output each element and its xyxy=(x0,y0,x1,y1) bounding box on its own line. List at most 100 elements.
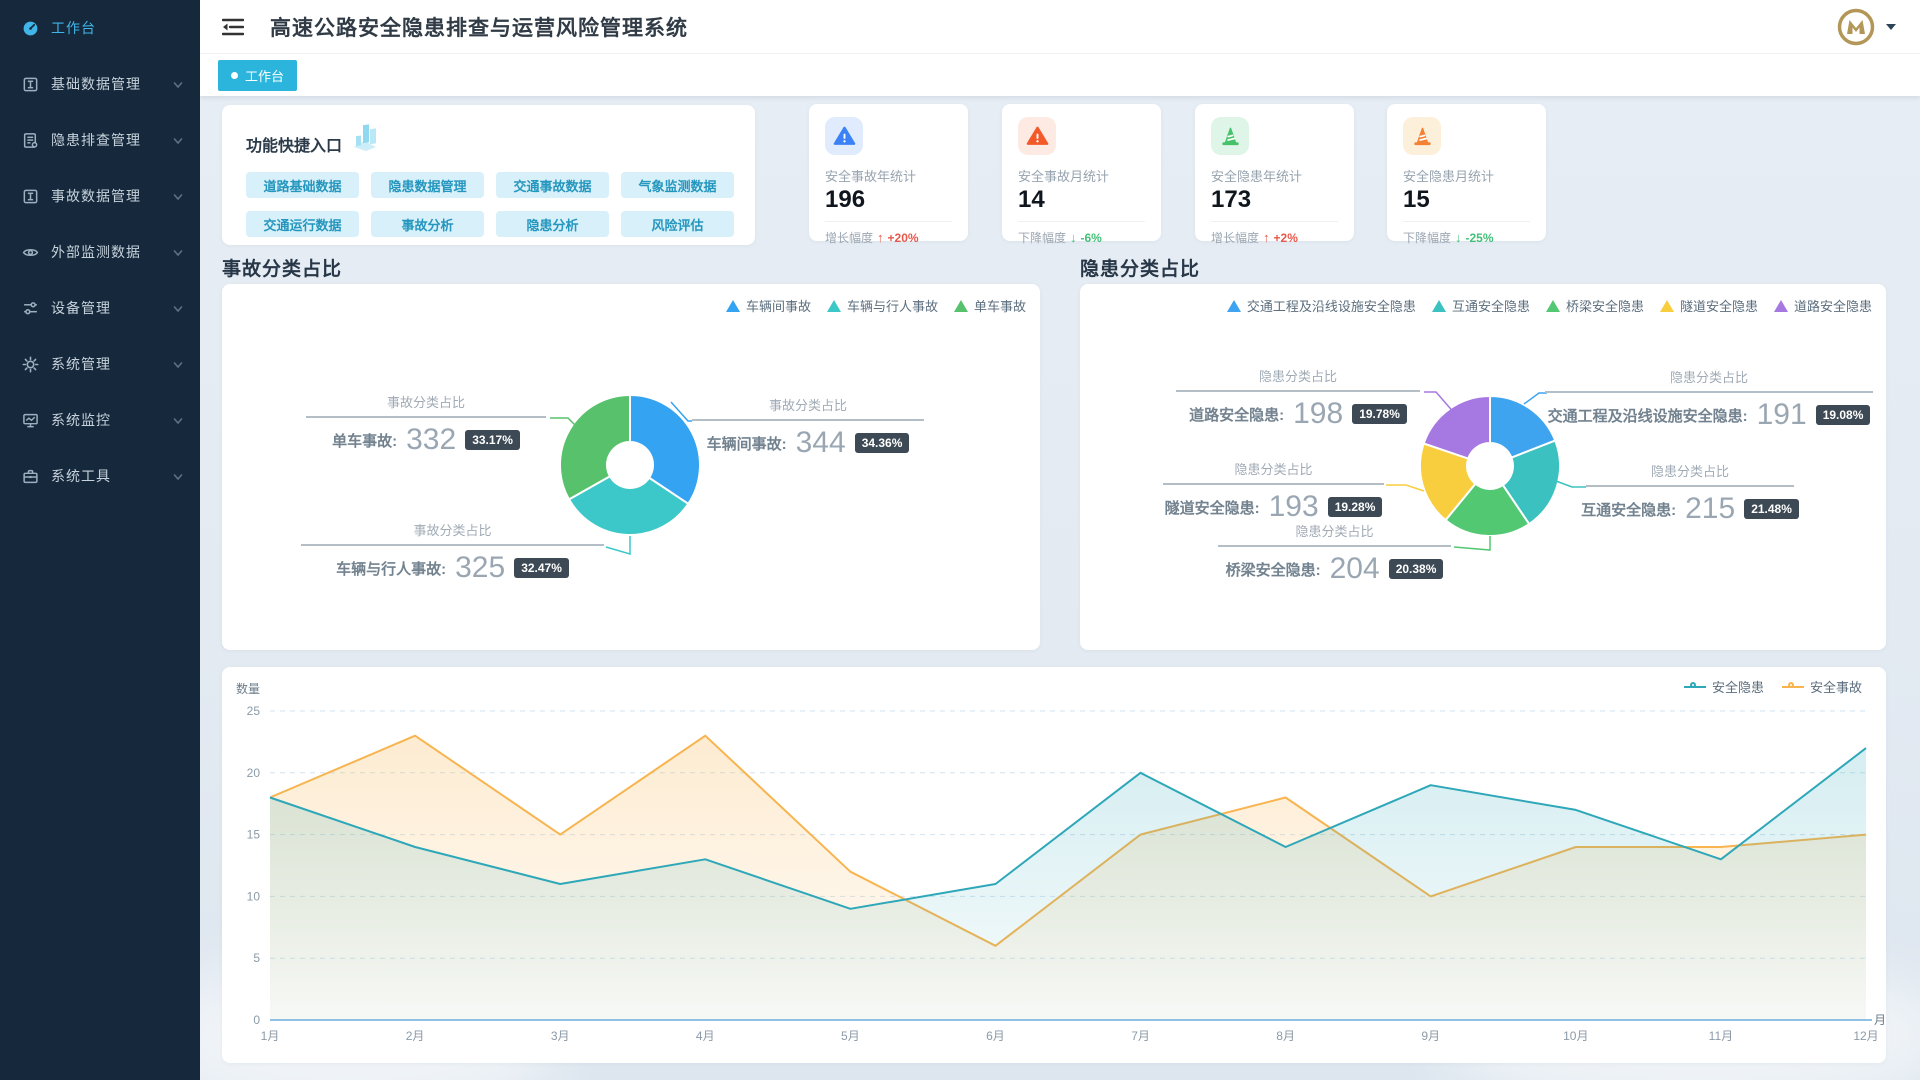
sidebar-item-隐患排查管理[interactable]: 隐患排查管理 xyxy=(0,112,200,168)
callout-percent-badge: 32.47% xyxy=(514,558,569,578)
sidebar-item-事故数据管理[interactable]: 事故数据管理 xyxy=(0,168,200,224)
callout-value: 215 xyxy=(1685,492,1736,525)
callout-value: 191 xyxy=(1756,398,1807,431)
trend-label: 增长幅度 xyxy=(825,231,874,246)
sidebar-item-label: 设备管理 xyxy=(51,300,111,316)
monitor-icon xyxy=(22,412,39,429)
legend-item-互通安全隐患[interactable]: 互通安全隐患 xyxy=(1431,296,1530,315)
sidebar-item-系统工具[interactable]: 系统工具 xyxy=(0,448,200,504)
accident-pie-panel: 车辆间事故车辆与行人事故单车事故事故分类占比单车事故33233.17%事故分类占… xyxy=(222,284,1040,650)
avatar[interactable] xyxy=(1836,7,1876,47)
pie-callout-line xyxy=(1523,392,1547,405)
chevron-down-icon xyxy=(172,134,184,146)
callout-value: 325 xyxy=(455,551,506,584)
pie-callout-line xyxy=(605,536,631,555)
trend-label: 增长幅度 xyxy=(1211,231,1260,246)
stat-trend: 增长幅度 ↑ +2% xyxy=(1211,229,1338,246)
chevron-down-icon[interactable] xyxy=(1886,23,1896,30)
x-tick-label: 1月 xyxy=(261,1029,280,1043)
callout-title: 事故分类占比 xyxy=(306,392,546,418)
x-tick-label: 4月 xyxy=(696,1029,715,1043)
callout-percent-badge: 20.38% xyxy=(1388,559,1444,579)
sidebar-item-系统监控[interactable]: 系统监控 xyxy=(0,392,200,448)
callout-value: 332 xyxy=(406,423,457,456)
warning-triangle-icon xyxy=(1018,117,1056,155)
traffic-cone-icon xyxy=(1403,117,1441,155)
callout-name: 交通工程及沿线设施安全隐患 xyxy=(1548,405,1748,426)
pie-slice-车辆与行人事故[interactable] xyxy=(567,474,690,537)
sidebar-collapse-icon[interactable] xyxy=(221,18,245,36)
chevron-down-icon xyxy=(172,358,184,370)
line-circle-marker-icon xyxy=(1683,681,1706,692)
chevron-down-icon xyxy=(172,414,184,426)
pie-slice-道路安全隐患[interactable] xyxy=(1422,394,1491,460)
sidebar-item-外部监测数据[interactable]: 外部监测数据 xyxy=(0,224,200,280)
sidebar: 工作台基础数据管理 隐患排查管理事故数据管理 外部监测数据设备管理系统管理 系统监控系… xyxy=(0,0,200,1080)
pie-slice-单车事故[interactable] xyxy=(559,393,631,501)
legend-item-道路安全隐患[interactable]: 道路安全隐患 xyxy=(1773,296,1872,315)
sidebar-item-label: 基础数据管理 xyxy=(51,76,141,92)
divider xyxy=(1018,221,1145,223)
quick-button-交通运行数据[interactable]: 交通运行数据 xyxy=(246,211,359,237)
hazard-pie-section-title: 隐患分类占比 xyxy=(1080,259,1201,280)
stat-label: 安全隐患月统计 xyxy=(1403,169,1495,184)
callout-value: 193 xyxy=(1268,490,1319,523)
quick-button-隐患数据管理[interactable]: 隐患数据管理 xyxy=(371,172,484,198)
tab-workbench[interactable]: 工作台 xyxy=(218,59,298,91)
monthly-trend-panel: 安全隐患 安全事故 0 5 10 15 20 25 1月 2月 3月 4月 5月 6月 7月 8月 9月 10月… xyxy=(222,667,1886,1063)
callout-value: 204 xyxy=(1329,552,1380,585)
pie-slice-隧道安全隐患[interactable] xyxy=(1419,442,1477,522)
tab-bar: 工作台 xyxy=(200,54,1920,96)
quick-button-风险评估[interactable]: 风险评估 xyxy=(621,211,734,237)
sidebar-item-设备管理[interactable]: 设备管理 xyxy=(0,280,200,336)
sliders-icon xyxy=(22,300,39,317)
stat-label: 安全事故年统计 xyxy=(825,169,917,184)
callout-percent-badge: 19.28% xyxy=(1327,497,1383,517)
legend-item-单车事故[interactable]: 单车事故 xyxy=(953,296,1026,315)
sidebar-item-基础数据管理[interactable]: 基础数据管理 xyxy=(0,56,200,112)
x-tick-label: 3月 xyxy=(551,1029,570,1043)
area-安全隐患 xyxy=(270,748,1866,1020)
toolbox-icon xyxy=(22,468,39,485)
pie-slice-桥梁安全隐患[interactable] xyxy=(1444,482,1531,537)
pie-slice-车辆间事故[interactable] xyxy=(629,393,702,506)
trend-value: -6% xyxy=(1080,230,1102,245)
pie-slice-互通安全隐患[interactable] xyxy=(1501,439,1561,526)
stat-trend: 增长幅度 ↑ +20% xyxy=(825,229,952,246)
legend-item-车辆间事故[interactable]: 车辆间事故 xyxy=(725,296,811,315)
sidebar-item-系统管理[interactable]: 系统管理 xyxy=(0,336,200,392)
legend-item-安全事故[interactable]: 安全事故 xyxy=(1781,677,1862,696)
legend-item-车辆与行人事故[interactable]: 车辆与行人事故 xyxy=(826,296,938,315)
triangle-marker-icon xyxy=(953,299,968,312)
sidebar-item-label: 隐患排查管理 xyxy=(51,132,141,148)
pie-slice-交通工程及沿线设施安全隐患[interactable] xyxy=(1489,394,1557,459)
quick-button-隐患分析[interactable]: 隐患分析 xyxy=(496,211,609,237)
legend-item-隧道安全隐患[interactable]: 隧道安全隐患 xyxy=(1659,296,1758,315)
chevron-down-icon xyxy=(172,470,184,482)
sidebar-item-工作台[interactable]: 工作台 xyxy=(0,0,200,56)
quick-button-事故分析[interactable]: 事故分析 xyxy=(371,211,484,237)
quick-button-交通事故数据[interactable]: 交通事故数据 xyxy=(496,172,609,198)
legend-item-桥梁安全隐患[interactable]: 桥梁安全隐患 xyxy=(1545,296,1644,315)
legend-item-交通工程及沿线设施安全隐患[interactable]: 交通工程及沿线设施安全隐患 xyxy=(1226,296,1416,315)
pie-legend: 交通工程及沿线设施安全隐患 互通安全隐患 桥梁安全隐患 隧道安全隐患 道路安全隐患 xyxy=(1226,296,1872,315)
stat-value: 14 xyxy=(1018,186,1045,213)
stat-trend: 下降幅度 ↓ -6% xyxy=(1018,229,1145,246)
callout-name: 车辆与行人事故 xyxy=(336,558,446,579)
x-axis-title: 月 xyxy=(1874,1013,1886,1027)
callout-percent-badge: 33.17% xyxy=(465,430,520,450)
y-tick-label: 0 xyxy=(253,1013,260,1027)
line-安全隐患 xyxy=(269,747,1867,910)
buildings-icon xyxy=(350,123,386,156)
triangle-marker-icon xyxy=(1226,299,1241,312)
legend-item-安全隐患[interactable]: 安全隐患 xyxy=(1683,677,1764,696)
quick-button-道路基础数据[interactable]: 道路基础数据 xyxy=(246,172,359,198)
accident-pie-section-title: 事故分类占比 xyxy=(222,259,343,280)
quick-button-气象监测数据[interactable]: 气象监测数据 xyxy=(621,172,734,198)
gear-icon xyxy=(22,355,39,373)
line-circle-marker-icon xyxy=(1781,681,1804,692)
stat-value: 173 xyxy=(1211,186,1252,213)
